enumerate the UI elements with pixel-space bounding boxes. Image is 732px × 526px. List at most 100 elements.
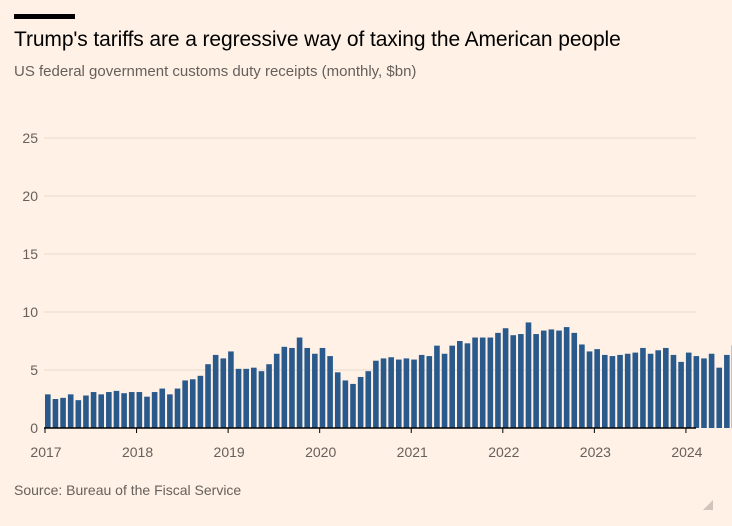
bar-2018-01 [136,392,143,428]
bar-2019-02 [235,368,242,428]
bar-2021-02 [418,354,425,428]
bar-2018-04 [159,388,166,428]
y-tick-label: 20 [22,188,38,204]
bar-2023-06 [632,352,639,428]
chart-subtitle: US federal government customs duty recei… [14,63,417,80]
bar-2019-09 [289,347,295,428]
bar-2023-05 [624,353,631,428]
x-tick-label: 2019 [214,444,245,460]
y-axis-labels: 0 5 10 15 20 25 [22,130,38,436]
bar-2021-08 [464,343,471,428]
x-tick-label: 2023 [580,444,611,460]
bar-2022-08 [556,330,562,428]
bar-2020-03 [334,372,341,428]
bar-2017-07 [90,392,97,428]
bar-2018-03 [151,392,158,428]
bar-2017-03 [60,397,66,428]
bar-2021-05 [441,353,448,428]
bar-2020-12 [403,358,410,428]
bar-2023-11 [670,354,677,428]
bar-2021-06 [449,345,455,428]
resize-grip-icon[interactable] [703,500,713,510]
bar-2021-10 [479,337,486,428]
bar-2023-10 [663,347,669,428]
bar-2021-07 [457,341,463,428]
y-tick-label: 15 [22,246,38,262]
bar-2024-01 [685,352,692,428]
bar-2017-02 [52,399,59,428]
bar-2022-10 [571,332,578,428]
bar-2022-09 [563,327,570,428]
bar-2023-08 [647,353,654,428]
bar-2022-03 [518,334,524,428]
bar-2022-06 [540,330,547,428]
bar-2019-01 [228,351,234,428]
bar-2023-07 [640,347,646,428]
bar-2022-07 [548,329,555,428]
bar-2018-05 [167,394,173,428]
grid-lines [44,137,696,371]
bar-2023-04 [617,354,623,428]
bar-2020-01 [319,347,326,428]
x-tick-label: 2024 [671,444,702,460]
bar-2022-04 [525,322,532,428]
bar-2024-05 [716,367,723,428]
bar-2023-12 [678,361,684,428]
source-note: Source: Bureau of the Fiscal Service [14,482,242,498]
bar-2019-03 [243,368,249,428]
bar-2017-09 [106,392,112,428]
y-tick-label: 10 [22,304,38,320]
bar-2024-02 [693,356,700,428]
bar-2018-02 [144,396,150,428]
bar-2022-02 [510,335,517,428]
bar-2021-12 [495,332,501,428]
bar-2017-11 [121,393,127,428]
bar-2017-04 [67,394,74,428]
bar-2018-12 [220,358,227,428]
x-tick-label: 2018 [122,444,153,460]
bar-2020-09 [380,358,387,428]
bar-2018-09 [197,375,204,428]
bar-2018-10 [205,364,211,428]
bar-2023-03 [609,356,616,428]
bar-2020-07 [365,371,372,428]
bar-2020-04 [342,380,349,428]
bar-2023-09 [655,350,661,428]
bar-2019-08 [281,346,288,428]
bar-2020-10 [388,357,394,428]
bar-2024-04 [708,353,715,428]
bar-2023-02 [601,354,608,428]
x-tick-label: 2017 [30,444,61,460]
bar-2017-06 [83,395,89,428]
bar-2021-04 [434,345,440,428]
bar-2019-11 [304,347,311,428]
x-tick-label: 2021 [397,444,428,460]
bars [45,322,732,428]
bar-2020-11 [395,359,402,428]
y-tick-label: 0 [30,420,38,436]
bar-2022-11 [579,344,585,428]
bar-2022-12 [586,351,593,428]
bar-2017-12 [128,392,135,428]
y-tick-label: 25 [22,130,38,146]
x-tick-label: 2020 [305,444,336,460]
bar-2017-08 [98,394,105,428]
bar-2023-01 [594,349,600,428]
bar-2018-08 [189,379,196,428]
bar-2024-03 [701,358,707,428]
bar-2020-02 [327,356,333,428]
bar-2017-05 [75,400,82,428]
bar-2018-06 [174,388,181,428]
x-tick-label: 2022 [488,444,519,460]
bar-2021-03 [426,356,433,428]
bar-2019-04 [251,367,257,428]
bar-2020-06 [357,376,364,428]
bar-2020-05 [350,383,356,428]
bar-2018-11 [212,354,219,428]
bar-2019-07 [273,353,280,428]
bar-2018-07 [182,380,188,428]
bar-2019-05 [258,371,265,428]
bar-2022-05 [533,334,539,428]
bar-2021-11 [487,337,494,428]
